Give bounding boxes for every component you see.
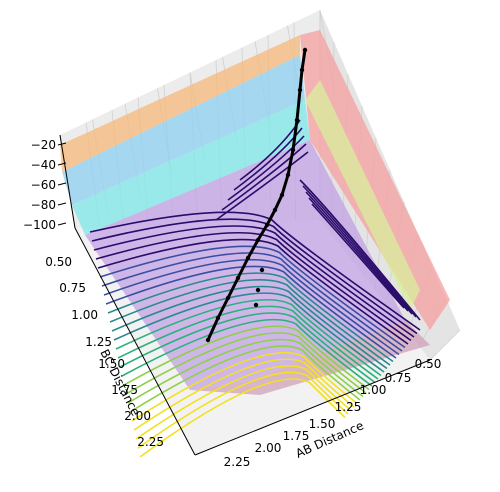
z-tick-label: −40 xyxy=(31,158,56,172)
z-tick-label: −100 xyxy=(23,218,56,232)
trajectory-segment xyxy=(206,317,220,341)
contour-line xyxy=(107,272,394,363)
contour-line xyxy=(131,351,358,422)
trajectory xyxy=(205,47,308,343)
ab-tick-label: 2.25 xyxy=(224,455,251,469)
contour-line xyxy=(233,127,417,318)
contour-lines xyxy=(89,119,421,458)
contour-line xyxy=(89,211,421,331)
contour-line xyxy=(137,371,349,449)
bc-tick-label: 2.00 xyxy=(124,409,151,423)
contour-line xyxy=(129,345,361,413)
contour-line xyxy=(111,285,388,370)
ab-tick-label: 0.75 xyxy=(385,371,412,385)
axis-edges xyxy=(59,134,431,456)
contour-line xyxy=(101,252,403,352)
contour-line xyxy=(221,143,409,312)
trajectory-point xyxy=(255,287,261,293)
surface-band xyxy=(72,100,310,235)
bc-tick-label: 1.75 xyxy=(111,383,138,397)
contour-line xyxy=(119,312,376,384)
trajectory-segment xyxy=(295,89,302,121)
contour-line xyxy=(127,338,364,404)
surface-band xyxy=(60,35,300,172)
ab-tick-label: 1.50 xyxy=(309,417,336,431)
z-tick-label: −80 xyxy=(31,198,56,212)
bc-tick-label: 1.50 xyxy=(98,357,125,371)
surface-band xyxy=(300,30,450,330)
ab-tick-label: 1.75 xyxy=(283,429,310,443)
trajectory-segment xyxy=(256,224,269,241)
contour-line xyxy=(227,135,413,315)
contour-line xyxy=(99,245,406,349)
trajectory-point xyxy=(253,302,259,308)
z-tick-label: −60 xyxy=(31,178,56,192)
trajectory-point xyxy=(259,267,265,273)
bc-tick-label: 1.25 xyxy=(85,335,112,349)
contour-line xyxy=(109,279,391,366)
surface-band xyxy=(305,80,420,310)
contour-line xyxy=(105,265,397,359)
surface-bands xyxy=(60,30,450,395)
bc-tick-label: 0.75 xyxy=(59,281,86,295)
bc-tick-label: 2.25 xyxy=(137,435,164,449)
z-tick-labels: −20 −40 −60 −80 −100 xyxy=(23,138,67,232)
ab-tick-label: 0.50 xyxy=(415,357,442,371)
bc-tick-labels: 0.50 0.75 1.00 1.25 1.50 1.75 2.00 2.25 xyxy=(45,255,164,449)
trajectory-segment xyxy=(246,239,260,259)
contour-line xyxy=(115,299,382,377)
trajectory-segment xyxy=(226,277,240,299)
contour-line xyxy=(121,318,373,387)
contour-line xyxy=(103,258,400,356)
bc-tick-label: 0.50 xyxy=(45,255,72,269)
contour-line xyxy=(123,325,370,391)
trajectory-segment xyxy=(286,149,295,176)
contour-line xyxy=(113,292,385,373)
contour-line xyxy=(135,365,352,440)
trajectory-segment xyxy=(291,119,299,151)
ab-tick-label: 1.25 xyxy=(335,400,362,414)
contour-line xyxy=(93,225,415,338)
trajectory-segment xyxy=(265,209,277,226)
trajectory-segment xyxy=(236,257,250,279)
trajectory-segment xyxy=(300,49,307,71)
surface-band xyxy=(62,55,305,205)
contour-line xyxy=(215,151,405,309)
ab-tick-labels: 2.25 2.001.751.50 1.25 1.000.750.50 xyxy=(224,357,442,469)
trajectory-segment xyxy=(216,297,230,319)
trajectory-segment xyxy=(273,194,284,211)
contour-line xyxy=(125,332,367,395)
ab-tick-label: 1.00 xyxy=(360,383,387,397)
contour-line xyxy=(117,305,379,380)
contour-line xyxy=(91,218,418,335)
bc-tick-label: 1.00 xyxy=(71,308,98,322)
contour-line xyxy=(133,358,355,431)
contour-line xyxy=(97,238,409,345)
z-tick-label: −20 xyxy=(31,138,56,152)
contour-line xyxy=(95,232,412,342)
contour-line xyxy=(139,378,346,458)
trajectory-segment xyxy=(280,174,290,196)
trajectory-segment xyxy=(298,69,304,91)
ab-tick-label: 2.00 xyxy=(255,441,282,455)
